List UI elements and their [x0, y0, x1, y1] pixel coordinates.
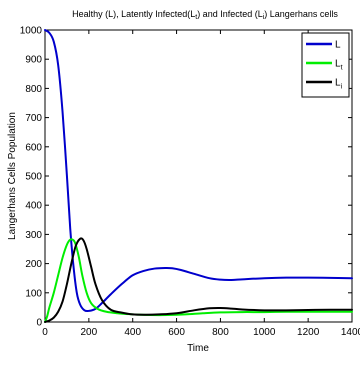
y-tick-label: 0: [36, 318, 42, 329]
legend-label-base: L: [335, 59, 341, 70]
series-line-l-t: [44, 238, 353, 323]
legend-label-base: L: [335, 40, 341, 51]
series-line-l-i: [44, 237, 353, 323]
y-axis-label: Langerhans Cells Population: [7, 112, 18, 240]
legend-label-sub: t: [341, 65, 343, 72]
y-axis-ticks: 0 100 200 300 400 500 600 700 800 900 1000: [20, 26, 352, 329]
title-part-1: Healthy (L), Latently Infected(L: [72, 9, 195, 19]
legend-label: L: [335, 40, 341, 51]
title-part-3: ) Langerhans cells: [264, 9, 338, 19]
title-sub-2: i: [263, 14, 265, 21]
y-tick-label: 100: [25, 288, 42, 299]
x-tick-label: 0: [42, 327, 48, 338]
legend-label-base: L: [335, 78, 341, 89]
title-sub-1: t: [195, 14, 197, 21]
x-tick-label: 400: [124, 327, 141, 338]
y-tick-label: 200: [25, 259, 42, 270]
x-tick-label: 200: [81, 327, 98, 338]
y-tick-label: 700: [25, 113, 42, 124]
x-tick-label: 1000: [253, 327, 276, 338]
x-tick-label: 1200: [297, 327, 320, 338]
y-tick-label: 800: [25, 84, 42, 95]
legend-label: Lt: [335, 59, 343, 72]
y-tick-label: 400: [25, 201, 42, 212]
y-tick-label: 600: [25, 142, 42, 153]
y-tick-label: 900: [25, 55, 42, 66]
y-tick-label: 500: [25, 172, 42, 183]
legend-label-sub: i: [341, 84, 343, 91]
x-axis-label: Time: [187, 343, 209, 354]
x-tick-label: 600: [168, 327, 185, 338]
y-tick-label: 1000: [20, 26, 43, 37]
y-tick-label: 300: [25, 230, 42, 241]
series-line-l: [44, 29, 353, 313]
title-part-2: ) and Infected (L: [197, 9, 263, 19]
chart-title: Healthy (L), Latently Infected(Lt) and I…: [72, 9, 338, 21]
legend-label: Li: [335, 78, 343, 91]
series-lines: [44, 29, 353, 323]
x-tick-label: 800: [212, 327, 229, 338]
